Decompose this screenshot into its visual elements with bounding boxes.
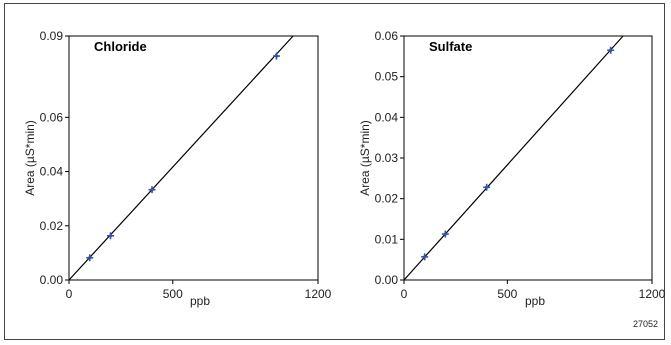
chart-panel-chloride: 0.00 0.02 0.04 0.06 0.09 0 500 1200 ppb Area (µS*…	[23, 29, 332, 308]
y-tick-label: 0.05	[375, 70, 399, 84]
x-tick-label: 1200	[305, 287, 332, 301]
y-tick-label: 0.09	[40, 29, 64, 43]
y-tick-label: 0.04	[40, 165, 64, 179]
y-axis-title: Area (µS*min)	[358, 120, 372, 196]
chart-panel-sulfate: 0.00 0.01 0.02 0.03 0.04 0.05 0.06 0 500 1200 ppb A…	[358, 29, 666, 308]
y-axis-title: Area (µS*min)	[23, 120, 37, 196]
data-point-dot	[108, 234, 113, 238]
y-tick-label: 0.02	[375, 192, 399, 206]
panel-title: Sulfate	[429, 39, 472, 54]
data-point	[421, 253, 429, 261]
y-tick-label: 0.00	[40, 273, 64, 287]
figure-id: 27052	[633, 319, 658, 329]
panel-title: Chloride	[94, 39, 147, 54]
figure-frame	[4, 3, 665, 340]
fit-line	[403, 35, 624, 281]
x-tick-label: 0	[66, 287, 73, 301]
y-tick-label: 0.03	[375, 151, 399, 165]
x-tick-label: 0	[401, 287, 408, 301]
x-axis-title: ppb	[190, 294, 210, 308]
data-point-dot	[274, 54, 279, 58]
y-tick-label: 0.06	[375, 29, 399, 43]
data-point	[148, 186, 156, 194]
x-tick-label: 500	[497, 287, 517, 301]
y-tick-label: 0.01	[375, 232, 399, 246]
data-point	[483, 183, 491, 191]
data-point-dot	[609, 48, 613, 52]
y-tick-label: 0.02	[40, 219, 64, 233]
data-point-dot	[443, 232, 447, 236]
y-tick-label: 0.04	[375, 110, 399, 124]
data-point	[441, 230, 449, 238]
data-point-dot	[150, 188, 154, 192]
data-point-dot	[423, 255, 427, 259]
fit-line	[68, 35, 294, 281]
data-point	[86, 254, 94, 262]
data-point	[607, 46, 615, 54]
plot-area	[68, 35, 319, 281]
x-axis-title: ppb	[525, 294, 545, 308]
y-tick-label: 0.00	[375, 273, 399, 287]
data-point	[273, 52, 280, 60]
data-point-dot	[485, 185, 489, 189]
y-tick-label: 0.06	[40, 110, 64, 124]
x-tick-label: 1200	[639, 287, 666, 301]
plot-area	[403, 35, 653, 281]
x-tick-label: 500	[163, 287, 183, 301]
data-point-dot	[88, 256, 92, 260]
data-point	[107, 232, 114, 240]
